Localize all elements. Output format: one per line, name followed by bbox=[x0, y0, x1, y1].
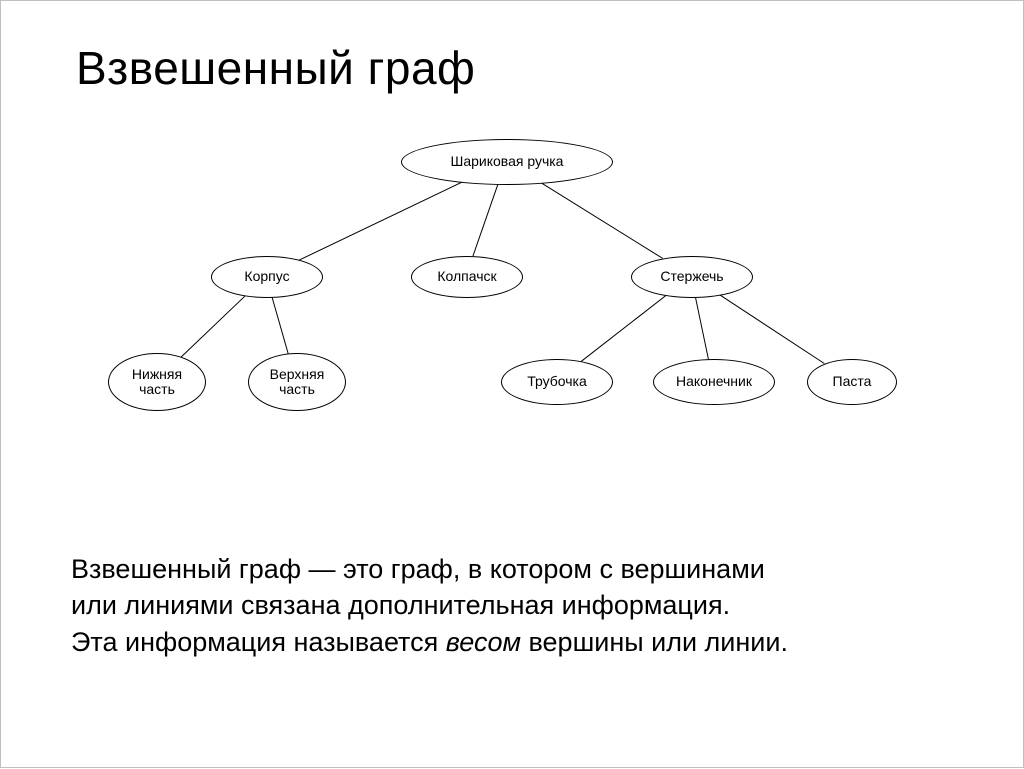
graph-node-root: Шариковая ручка bbox=[401, 139, 613, 185]
desc-line1: Взвешенный граф — это граф, в котором с … bbox=[71, 554, 765, 584]
graph-edge bbox=[581, 294, 667, 361]
desc-line2: или линиями связана дополнительная инфор… bbox=[71, 590, 730, 620]
slide: Взвешенный граф Шариковая ручка Корпус Кол… bbox=[0, 0, 1024, 768]
graph-edge bbox=[540, 182, 663, 259]
desc-line3-a: Эта информация называется bbox=[71, 627, 446, 657]
graph-edge bbox=[695, 296, 708, 359]
graph-node-nakon: Наконечник bbox=[653, 359, 775, 405]
graph-node-kolpak: Колпачск bbox=[411, 256, 523, 298]
graph-edge bbox=[718, 294, 824, 364]
desc-line3-italic: весом bbox=[446, 627, 521, 657]
page-title: Взвешенный граф bbox=[76, 41, 475, 95]
graph-node-pasta: Паста bbox=[807, 359, 897, 405]
graph-node-verh: Верхняя часть bbox=[248, 353, 346, 411]
graph-node-nizh: Нижняя часть bbox=[108, 353, 206, 411]
graph-edge bbox=[473, 183, 498, 256]
desc-line3-b: вершины или линии. bbox=[521, 627, 788, 657]
graph-node-sterj: Стержечь bbox=[631, 256, 753, 298]
graph-node-korpus: Корпус bbox=[211, 256, 323, 298]
description: Взвешенный граф — это граф, в котором с … bbox=[71, 551, 941, 660]
graph-edge bbox=[181, 295, 246, 357]
graph-edge bbox=[272, 296, 288, 353]
graph-edge bbox=[299, 181, 464, 260]
graph-node-trub: Трубочка bbox=[501, 359, 613, 405]
